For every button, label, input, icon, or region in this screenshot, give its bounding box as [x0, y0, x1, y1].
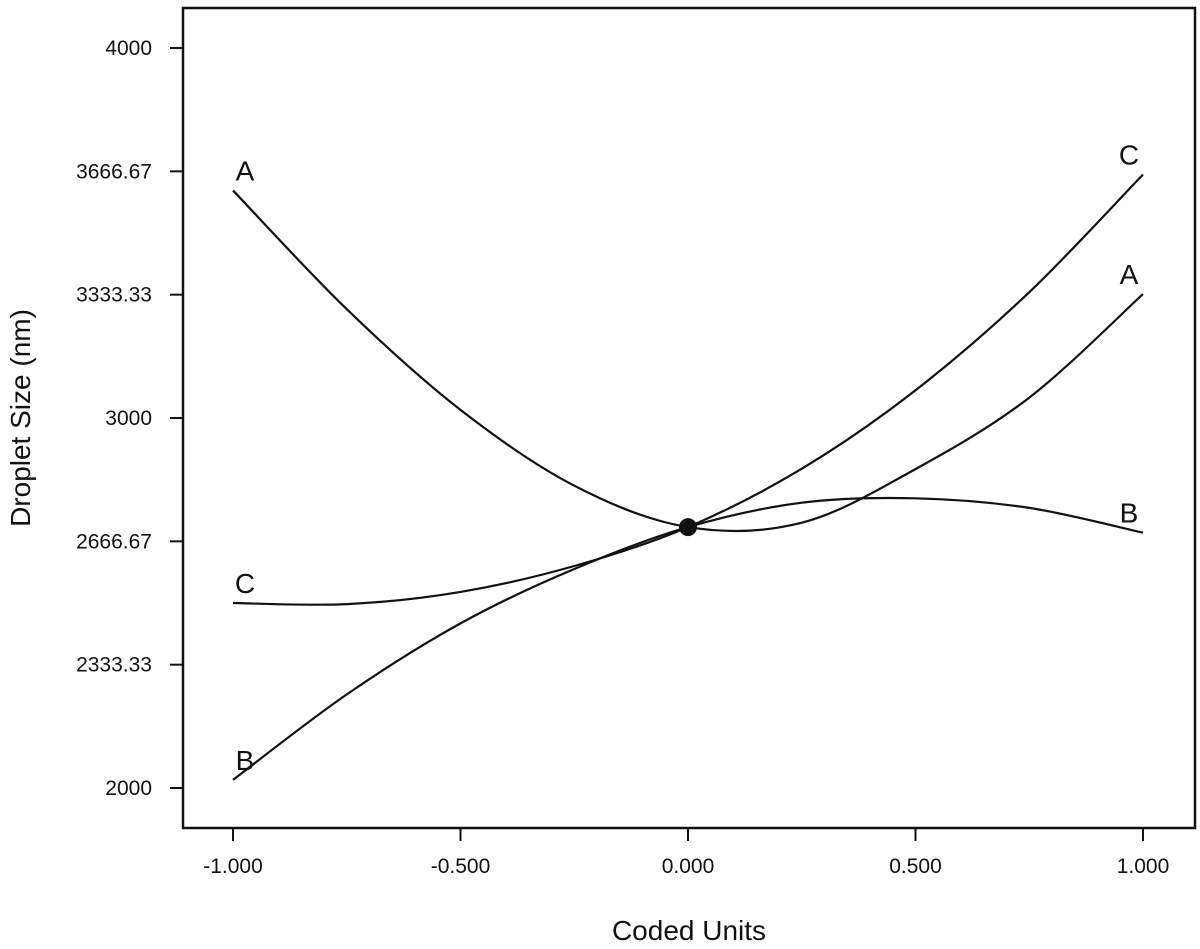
series-line-a: [232, 189, 1144, 533]
series-labels: A A B B C C: [235, 140, 1139, 776]
y-tick-label: 3666.67: [76, 160, 152, 183]
series-label-c-end: C: [1119, 140, 1139, 171]
x-tick-label: 0.500: [889, 855, 942, 878]
x-tick-label: 0.000: [662, 855, 715, 878]
y-axis: 2000 2333.33 2666.67 3000 3333.33 3666.67 4000: [76, 37, 183, 800]
y-axis-title: Droplet Size (nm): [5, 309, 36, 527]
x-axis-title: Coded Units: [612, 915, 766, 946]
y-tick-label: 4000: [105, 37, 152, 60]
series-line-c: [232, 173, 1144, 606]
y-tick-label: 3000: [105, 407, 152, 430]
plot-frame: [181, 6, 1197, 830]
y-tick-label: 3333.33: [76, 284, 152, 307]
x-tick-label: -0.500: [431, 855, 491, 878]
y-tick-label: 2000: [105, 777, 152, 800]
series-label-a-start: A: [236, 155, 255, 186]
y-tick-label: 2333.33: [76, 654, 152, 677]
series-label-a-end: A: [1120, 259, 1139, 290]
series-curves: [232, 173, 1144, 781]
series-line-b: [232, 496, 1144, 781]
x-tick-label: -1.000: [203, 855, 263, 878]
center-point-marker: [679, 518, 697, 537]
series-label-b-start: B: [236, 745, 255, 776]
series-label-b-end: B: [1120, 498, 1139, 529]
x-axis: -1.000 -0.500 0.000 0.500 1.000: [203, 828, 1169, 878]
y-tick-label: 2666.67: [76, 530, 152, 553]
x-tick-label: 1.000: [1117, 855, 1170, 878]
series-label-c-start: C: [235, 568, 255, 599]
